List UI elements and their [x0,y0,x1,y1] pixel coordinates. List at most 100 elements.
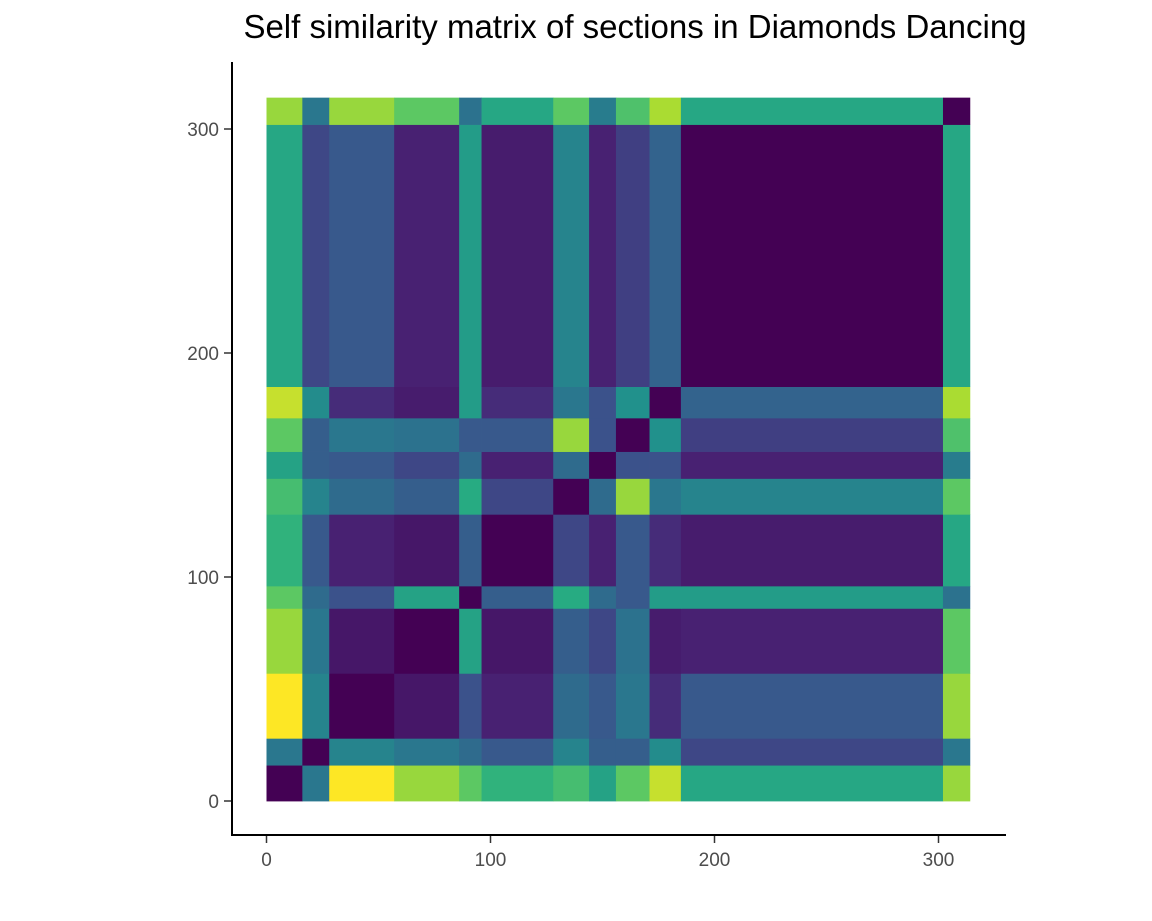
heatmap-cell [302,417,330,452]
heatmap-cell [266,451,303,479]
heatmap-cell [942,765,971,802]
heatmap-cell [553,417,590,452]
heatmap-cell [615,514,650,587]
heatmap-cell [680,765,944,802]
heatmap-cell [302,451,330,479]
y-tick-label: 200 [187,344,219,365]
heatmap-cell [942,738,971,766]
heatmap-cell [302,765,330,802]
heatmap-cell [649,417,682,452]
heatmap-cell [649,738,682,766]
heatmap-cell [459,673,482,739]
heatmap-cell [615,673,650,739]
heatmap-cell [302,608,330,674]
heatmap-cell [481,585,554,609]
heatmap-cell [589,124,617,388]
heatmap-cell [266,608,303,674]
heatmap-cell [553,673,590,739]
heatmap-cell [394,417,460,452]
heatmap-cell [680,386,944,419]
heatmap-cell [329,738,395,766]
heatmap-cell [329,97,395,125]
x-tick-label: 0 [261,850,272,871]
heatmap-cell [481,417,554,452]
heatmap-cell [553,478,590,515]
heatmap-cell [942,478,971,515]
heatmap-cell [481,608,554,674]
heatmap-cell [266,765,303,802]
heatmap-cell [615,417,650,452]
heatmap-cell [942,585,971,609]
heatmap-cell [394,765,460,802]
heatmap-cell [615,585,650,609]
heatmap-cell [680,585,944,609]
heatmap-cell [942,124,971,388]
heatmap-cell [680,417,944,452]
heatmap-cell [481,386,554,419]
heatmap-cell [481,738,554,766]
heatmap-cell [266,417,303,452]
heatmap-cell [942,97,971,125]
heatmap-cell [459,585,482,609]
heatmap-cell [394,738,460,766]
heatmap-cell [302,738,330,766]
heatmap-cell [266,738,303,766]
y-tick-label: 300 [187,120,219,141]
heatmap-cell [459,608,482,674]
heatmap-cell [394,124,460,388]
heatmap-cell [329,608,395,674]
heatmap-cell [302,673,330,739]
heatmap-cell [266,124,303,388]
heatmap-cell [649,608,682,674]
heatmap-cell [302,97,330,125]
heatmap-cell [553,124,590,388]
heatmap-cell [649,451,682,479]
heatmap-cell [329,478,395,515]
heatmap-cell [302,585,330,609]
heatmap-cell [394,514,460,587]
heatmap-cell [649,478,682,515]
heatmap-cell [680,124,944,388]
heatmap-cell [459,738,482,766]
heatmap-cell [481,124,554,388]
heatmap-cell [680,514,944,587]
x-tick-label: 200 [699,850,731,871]
heatmap-cell [942,514,971,587]
heatmap-cell [589,478,617,515]
heatmap-cell [394,673,460,739]
heatmap-cell [615,124,650,388]
heatmap-cell [459,417,482,452]
heatmap-cell [266,97,303,125]
axes: 0 100 200 300 0 100 200 300 [187,120,954,871]
heatmap-cell [302,478,330,515]
heatmap-cell [589,417,617,452]
heatmap-cell [680,608,944,674]
heatmap-cell [589,514,617,587]
heatmap-cell [459,451,482,479]
heatmap-cell [615,386,650,419]
heatmap-cell [680,97,944,125]
heatmap-cell [329,417,395,452]
heatmap-cell [615,97,650,125]
heatmap-cell [394,608,460,674]
heatmap-cell [459,97,482,125]
heatmap-cell [589,386,617,419]
heatmap-cell [459,514,482,587]
heatmap-cell [394,478,460,515]
heatmap-cell [481,451,554,479]
heatmap-cell [553,451,590,479]
heatmap-cell [649,97,682,125]
heatmap-cell [481,514,554,587]
heatmap-cell [329,585,395,609]
heatmap-cell [481,765,554,802]
heatmap-cell [302,124,330,388]
heatmap-cell [459,765,482,802]
heatmap-cell [329,386,395,419]
chart-title: Self similarity matrix of sections in Di… [243,8,1027,45]
heatmap-cell [680,673,944,739]
heatmap-cell [302,386,330,419]
heatmap-cell [266,585,303,609]
heatmap-cell [942,608,971,674]
heatmap-cell [649,765,682,802]
heatmap-cell [329,451,395,479]
